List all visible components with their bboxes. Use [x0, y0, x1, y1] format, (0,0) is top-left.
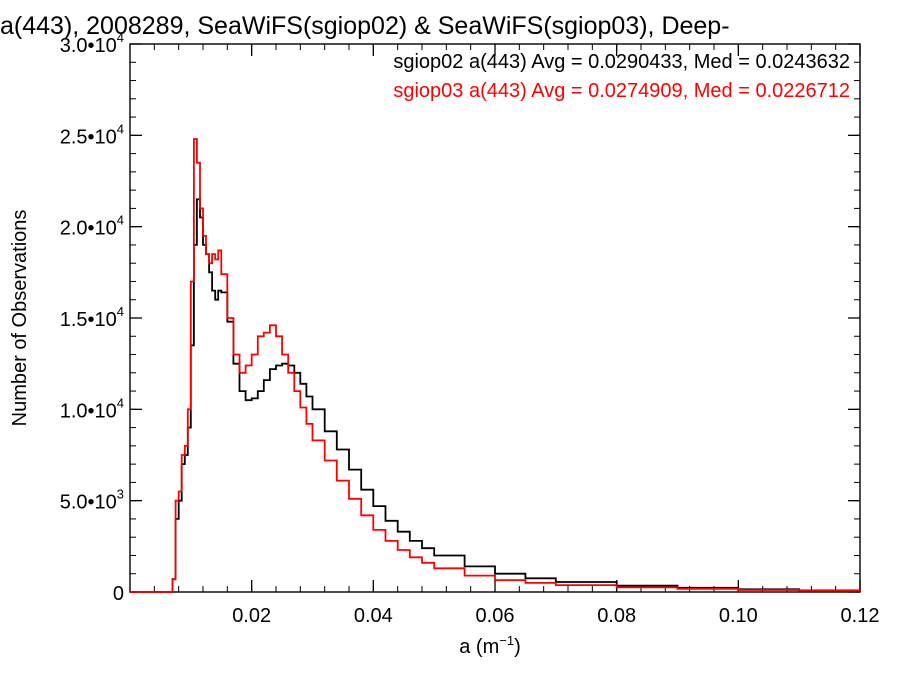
- y-tick-exponent: 4: [117, 395, 124, 410]
- x-tick-label: 0.02: [232, 605, 271, 627]
- chart-title: a(443), 2008289, SeaWiFS(sgiop02) & SeaW…: [0, 12, 730, 40]
- x-axis: 0.02 0.04 0.06 0.08 0.10 0.12: [232, 44, 879, 627]
- series-line-sgiop02: [130, 198, 861, 593]
- y-tick-mantissa: 5.0•10: [60, 492, 117, 514]
- y-axis-label: Number of Observations: [9, 210, 31, 427]
- y-tick-mantissa: 3.0•10: [60, 35, 117, 57]
- plot-frame: [129, 43, 861, 593]
- series-line-sgiop03: [130, 138, 861, 593]
- x-tick-label: 0.12: [841, 605, 880, 627]
- x-tick-label: 0.06: [476, 605, 515, 627]
- y-tick-label: 5.0•103: [60, 487, 124, 514]
- minor-ticks: [130, 44, 860, 592]
- y-tick-mantissa: 1.5•10: [60, 309, 117, 331]
- y-tick-label: 0: [113, 583, 124, 605]
- x-axis-label-main: a (m: [459, 636, 499, 658]
- y-tick-mantissa: 2.0•10: [60, 218, 117, 240]
- x-tick-label: 0.10: [719, 605, 758, 627]
- y-tick-exponent: 4: [117, 304, 124, 319]
- legend: sgiop02 a(443) Avg = 0.0290433, Med = 0.…: [393, 51, 850, 102]
- y-tick-exponent: 4: [117, 213, 124, 228]
- y-tick-mantissa: 2.5•10: [60, 126, 117, 148]
- y-tick-exponent: 4: [117, 30, 124, 45]
- y-tick-label: 2.0•104: [60, 213, 124, 240]
- plot-area: 05.0•1031.0•1041.5•1042.0•1042.5•1043.0•…: [60, 30, 880, 627]
- x-axis-label: a (m−1): [459, 633, 521, 658]
- y-tick-mantissa: 1.0•10: [60, 400, 117, 422]
- y-tick-label: 2.5•104: [60, 121, 124, 148]
- y-tick-label: 1.0•104: [60, 395, 124, 422]
- y-tick-exponent: 3: [117, 487, 124, 502]
- y-tick-exponent: 4: [117, 121, 124, 136]
- x-axis-label-suffix: ): [514, 636, 521, 658]
- legend-entry-sgiop03: sgiop03 a(443) Avg = 0.0274909, Med = 0.…: [393, 80, 850, 102]
- x-axis-label-sup: −1: [499, 633, 514, 648]
- legend-entry-sgiop02: sgiop02 a(443) Avg = 0.0290433, Med = 0.…: [393, 51, 850, 73]
- x-tick-label: 0.04: [354, 605, 393, 627]
- y-tick-label: 1.5•104: [60, 304, 124, 331]
- y-tick-mantissa: 0: [113, 583, 124, 605]
- series-layer: [130, 138, 861, 593]
- x-tick-label: 0.08: [597, 605, 636, 627]
- y-axis: 05.0•1031.0•1041.5•1042.0•1042.5•1043.0•…: [60, 30, 860, 605]
- y-tick-label: 3.0•104: [60, 30, 124, 57]
